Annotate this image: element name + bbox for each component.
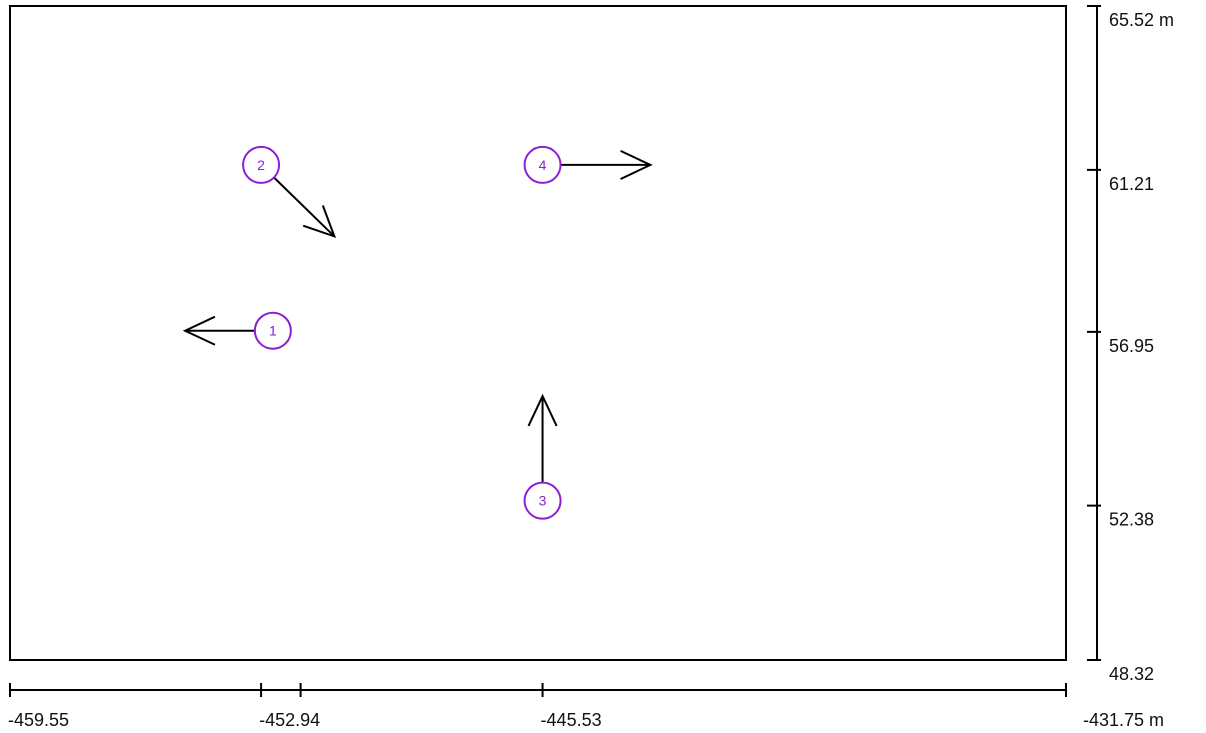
marker-label: 3 (539, 493, 547, 509)
marker-2: 2 (242, 145, 281, 184)
marker-3: 3 (523, 481, 562, 520)
y-tick-label: 52.38 (1109, 510, 1154, 530)
y-tick-label: 56.95 (1109, 336, 1154, 356)
x-tick-label: -459.55 (8, 710, 69, 730)
marker-label: 4 (539, 157, 547, 173)
x-tick-label: -445.53 (541, 710, 602, 730)
x-tick-label: -431.75 m (1083, 710, 1164, 730)
y-tick-label: 65.52 m (1109, 10, 1174, 30)
y-tick-label: 61.21 (1109, 174, 1154, 194)
x-tick-label: -452.94 (259, 710, 320, 730)
marker-circle (523, 481, 562, 520)
marker-label: 1 (269, 323, 277, 339)
x-axis: -459.55 -452.94 -445.53 -431.75 m (8, 683, 1164, 730)
y-tick-label: 48.32 (1109, 664, 1154, 684)
marker-circle (253, 311, 292, 350)
marker-label: 2 (257, 157, 265, 173)
y-axis: 65.52 m 61.21 56.95 52.38 48.32 (1087, 5, 1174, 684)
arrow-4 (560, 149, 653, 180)
arrows-layer (182, 149, 653, 483)
arrow-1 (182, 315, 255, 346)
marker-4: 4 (523, 145, 562, 184)
plot-frame (9, 5, 1067, 661)
arrow-3 (527, 393, 558, 483)
marker-1: 1 (253, 311, 292, 350)
marker-circle (242, 145, 281, 184)
arrow-2 (273, 176, 337, 239)
marker-circle (523, 145, 562, 184)
markers-layer: 1 2 3 4 (242, 145, 562, 520)
